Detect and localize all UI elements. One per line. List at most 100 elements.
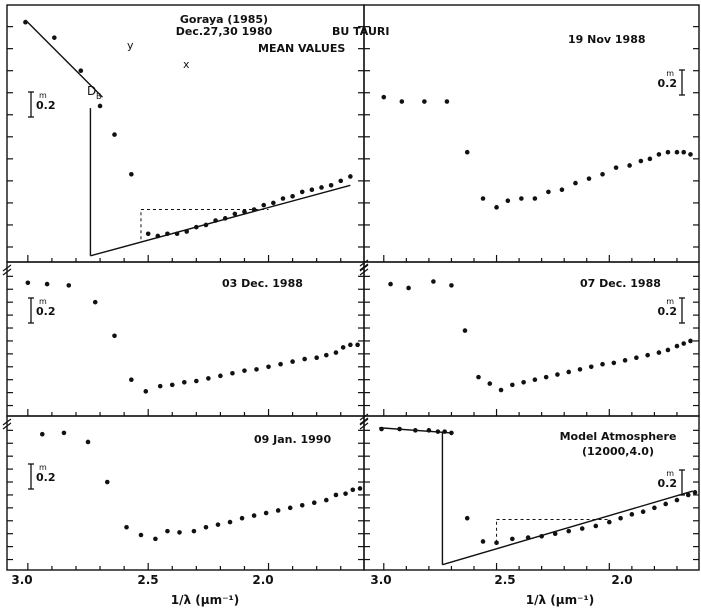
data-point [39,431,45,437]
x-tick-label: 2.0 [611,573,632,587]
data-point [663,501,668,507]
data-point [555,372,560,377]
axis-break-marks [2,259,369,430]
data-point [328,182,334,188]
data-point [324,497,329,503]
fit-lines [24,19,693,566]
x-tick-label: 2.0 [252,573,273,587]
data-point [61,430,67,436]
data-point [406,285,411,291]
data-point [203,524,209,530]
data-point [464,515,470,521]
axis-break-mark [359,263,369,271]
data-point [681,149,687,155]
x-tick-label: 2.5 [137,573,158,587]
data-point [431,279,436,284]
data-point [521,379,526,385]
data-point [311,500,317,505]
data-point [309,187,315,192]
data-point [290,194,295,199]
scale-bar-unit: m [39,463,47,472]
axis-break-mark [2,264,12,272]
data-points [23,19,698,546]
data-point [177,530,182,535]
axis-break-mark [359,264,369,272]
data-point [566,528,572,534]
x-axis-label: 1/λ (μm⁻¹) [171,593,239,607]
data-point [444,99,450,104]
data-point [532,377,538,382]
x-tick-label: 3.0 [370,573,391,587]
data-point [462,328,468,333]
data-point [92,299,98,305]
data-point [78,68,84,73]
panel-frame [6,261,365,417]
data-point [333,350,339,355]
data-point [692,490,698,495]
scale-bar-value: 0.2 [36,305,56,318]
data-point [261,202,267,208]
model-paschen-fit-line [442,490,693,566]
panel-4-title: 07 Dec. 1988 [580,277,661,290]
data-point [611,360,617,366]
data-point [573,180,578,186]
data-point [652,505,657,511]
scale-bar-value: 0.2 [36,99,56,112]
scale-bar-value: 0.2 [658,77,678,90]
data-point [593,523,599,529]
panel-1-note: MEAN VALUES [258,42,345,55]
data-point [422,99,427,104]
data-point [634,355,639,361]
data-point [66,283,72,288]
axis-break-mark [359,417,369,425]
data-point [230,370,235,376]
data-point [348,342,353,348]
scale-bar-unit: m [666,469,674,478]
data-point [218,373,223,379]
panel-6-title-line-1: Model Atmosphere [560,430,677,443]
data-point [355,342,360,348]
data-point [510,536,515,542]
data-point [191,528,197,534]
panel-3-title: 03 Dec. 1988 [222,277,303,290]
data-point [124,524,129,530]
panel-frame [363,4,700,263]
scale-bar-value: 0.2 [658,477,678,490]
data-point [618,515,623,521]
axis-break-mark [359,418,369,426]
data-point [194,378,199,384]
data-point [559,187,565,192]
data-point [656,152,662,157]
data-point [112,333,117,339]
data-point [25,280,31,286]
db-label: D [87,84,96,98]
panel-frames [6,4,700,571]
scale-bar-unit: m [39,297,47,306]
data-point [464,149,470,155]
data-point [388,281,393,287]
data-point [153,536,158,542]
axis-break-mark [359,422,369,430]
data-point [674,497,680,503]
figure-title: BU TAURI [332,25,389,38]
axis-break-mark [359,259,369,267]
data-point [181,379,187,385]
data-point [251,513,257,518]
data-point [645,352,650,358]
x-axis-label: 1/λ (μm⁻¹) [526,593,594,607]
panel-5-title: 09 Jan. 1990 [254,433,331,446]
data-point [319,185,324,190]
axis-break-mark [2,422,12,430]
data-point [169,382,175,388]
data-point [449,430,454,436]
data-point [607,519,612,525]
scale-bar-unit: m [39,91,47,100]
data-point [239,515,245,521]
data-point [227,519,233,525]
data-point [480,196,486,201]
data-point [600,171,605,177]
data-point [302,356,307,362]
data-point [254,367,259,372]
panel-frame [363,415,700,571]
data-point [674,343,680,349]
